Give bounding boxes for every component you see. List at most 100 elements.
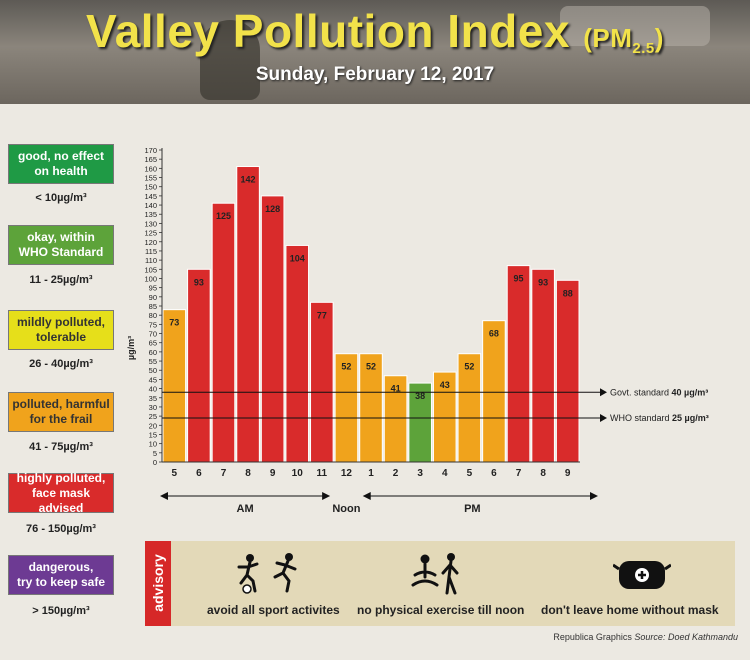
y-tick-label: 120 xyxy=(144,238,157,247)
x-tick-label: 8 xyxy=(245,468,251,479)
title-pm-sub: 2.5 xyxy=(632,40,655,58)
x-tick-label: 5 xyxy=(172,468,178,479)
bar xyxy=(285,244,310,463)
x-tick-label: 7 xyxy=(221,468,227,479)
bar-value-label: 104 xyxy=(290,253,305,263)
bar-value-label: 77 xyxy=(317,310,327,320)
y-tick-label: 140 xyxy=(144,201,157,210)
bar xyxy=(310,301,334,463)
x-tick-label: 4 xyxy=(442,468,448,479)
bar-value-label: 95 xyxy=(514,274,524,284)
legend-okay-range: 11 - 25µg/m³ xyxy=(29,274,93,286)
x-tick-label: 11 xyxy=(317,468,328,479)
x-tick-label: 2 xyxy=(393,468,399,479)
x-tick-label: 6 xyxy=(196,468,202,479)
y-tick-label: 105 xyxy=(144,265,157,274)
y-tick-label: 30 xyxy=(149,403,157,412)
bar-value-label: 52 xyxy=(341,362,351,372)
legend-dangerous-range: > 150µg/m³ xyxy=(32,605,90,617)
legend-polluted-line2: for the frail xyxy=(29,412,93,426)
bar xyxy=(260,195,285,463)
x-tick-label: 10 xyxy=(292,468,304,479)
period-label-pm: PM xyxy=(464,503,481,515)
legend-good-range: < 10µg/m³ xyxy=(35,192,87,204)
legend-polluted-line1: polluted, harmful xyxy=(12,397,110,411)
bar-value-label: 125 xyxy=(216,211,231,221)
legend-good-line2: on health xyxy=(34,164,88,178)
credit-org: Republica Graphics xyxy=(553,632,632,642)
meditation-icon xyxy=(411,553,459,595)
x-tick-label: 9 xyxy=(270,468,276,479)
background-photo-vehicle xyxy=(560,6,710,46)
legend-dangerous-line2: try to keep safe xyxy=(16,575,106,589)
pm-arrow-left xyxy=(362,492,371,500)
legend-good-line1: good, no effect xyxy=(18,149,104,163)
advisory-panel: advisory avoid all sport activites no ph… xyxy=(145,541,735,626)
advisory-item-mask: don't leave home without mask xyxy=(541,603,719,617)
x-tick-label: 6 xyxy=(491,468,497,479)
y-tick-label: 165 xyxy=(144,155,157,164)
title-text: Valley Pollution Index xyxy=(86,5,570,57)
legend-dangerous: dangerous, try to keep safe xyxy=(8,555,114,595)
y-tick-label: 75 xyxy=(149,320,157,329)
legend-okay: okay, within WHO Standard xyxy=(8,225,114,265)
pm-arrow-right xyxy=(590,492,598,500)
legend-mild: mildly polluted, tolerable xyxy=(8,310,114,350)
y-tick-label: 40 xyxy=(149,385,157,394)
legend-highly-polluted: highly polluted, face mask advised xyxy=(8,470,114,515)
bar-value-label: 41 xyxy=(391,384,401,394)
reference-label: Govt. standard 40 µg/m³ xyxy=(610,387,708,397)
bar xyxy=(482,320,506,463)
legend-polluted: polluted, harmful for the frail xyxy=(8,392,114,432)
advisory-tab-label: advisory xyxy=(150,554,166,612)
am-arrow-right xyxy=(322,492,331,500)
y-tick-label: 90 xyxy=(149,293,157,302)
bar xyxy=(187,268,211,463)
bar-value-label: 68 xyxy=(489,329,499,339)
bar-value-label: 52 xyxy=(366,362,376,372)
advisory-tab: advisory xyxy=(145,541,171,626)
y-tick-label: 50 xyxy=(149,366,157,375)
y-tick-label: 170 xyxy=(144,146,157,155)
y-tick-label: 60 xyxy=(149,348,157,357)
x-tick-label: 3 xyxy=(417,468,423,479)
y-tick-label: 65 xyxy=(149,339,157,348)
x-tick-label: 8 xyxy=(540,468,546,479)
y-tick-label: 160 xyxy=(144,164,157,173)
y-tick-label: 85 xyxy=(149,302,157,311)
x-tick-label: 7 xyxy=(516,468,522,479)
bar xyxy=(531,268,555,463)
y-tick-label: 25 xyxy=(149,412,157,421)
legend-mild-line1: mildly polluted, xyxy=(16,315,105,329)
title-pm-close: ) xyxy=(654,23,664,53)
legend-good: good, no effect on health xyxy=(8,144,114,184)
y-tick-label: 20 xyxy=(149,421,157,430)
bars: 73 93 125 142 128 104 77 52 52 41 38 43 52 68 95 93 88 xyxy=(162,166,580,463)
background-photo-figure xyxy=(200,20,260,100)
bar xyxy=(211,202,236,463)
legend-okay-line1: okay, within xyxy=(27,230,95,244)
credit-line: Republica Graphics Source: Doed Kathmand… xyxy=(553,632,738,642)
legend-polluted-range: 41 - 75µg/m³ xyxy=(29,441,93,453)
y-tick-label: 130 xyxy=(144,219,157,228)
reference-lines: Govt. standard 40 µg/m³ WHO standard 25 µ… xyxy=(162,387,709,423)
y-tick-label: 100 xyxy=(144,274,157,283)
legend-highly-line2: face mask advised xyxy=(31,485,91,515)
y-tick-label: 15 xyxy=(149,430,157,439)
legend-highly-polluted-range: 76 - 150µg/m³ xyxy=(26,523,96,535)
y-tick-label: 135 xyxy=(144,210,157,219)
y-axis-label: µg/m³ xyxy=(126,336,136,360)
y-tick-label: 95 xyxy=(149,284,157,293)
period-label-noon: Noon xyxy=(332,503,360,515)
bar xyxy=(506,265,531,463)
bar-value-label: 93 xyxy=(538,277,548,287)
legend-highly-line1: highly polluted, xyxy=(16,470,106,485)
y-tick-label: 45 xyxy=(149,375,157,384)
y-tick-label: 115 xyxy=(145,247,157,256)
y-axis: 0510152025303540455055606570758085909510… xyxy=(144,146,163,467)
legend-mild-range: 26 - 40µg/m³ xyxy=(29,358,93,370)
bar xyxy=(162,309,187,463)
period-label-am: AM xyxy=(237,503,254,515)
reference-label: WHO standard 25 µg/m³ xyxy=(610,413,709,423)
y-tick-label: 35 xyxy=(149,394,157,403)
